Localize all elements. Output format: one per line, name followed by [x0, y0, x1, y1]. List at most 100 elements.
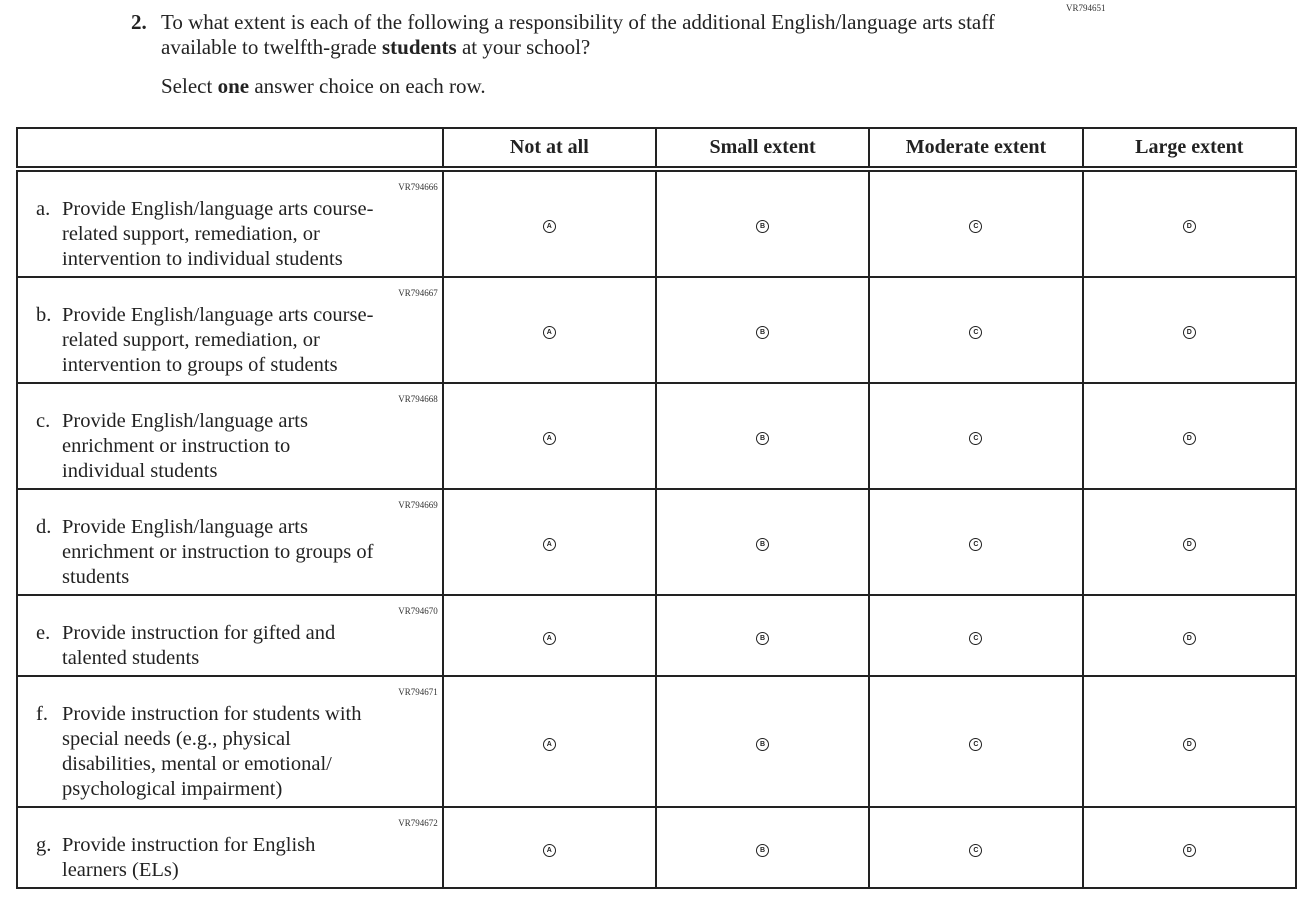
- option-cell: C: [868, 488, 1084, 596]
- item-text-line: enrichment or instruction to groups of: [62, 541, 374, 563]
- answer-bubble-0[interactable]: A: [542, 737, 556, 751]
- option-cell: B: [654, 488, 871, 596]
- answer-bubble-2[interactable]: C: [969, 843, 983, 857]
- answer-bubble-2[interactable]: C: [969, 538, 983, 551]
- item-letter: d.: [36, 516, 52, 538]
- item-id: VR794671: [398, 687, 438, 697]
- item-id: VR794672: [398, 818, 438, 828]
- answer-bubble-3[interactable]: D: [1182, 843, 1196, 857]
- table-row: VR794667 b. Provide English/language arts …: [16, 276, 1298, 384]
- item-id: VR794670: [398, 606, 438, 616]
- answer-bubble-2[interactable]: C: [969, 326, 983, 339]
- item-id: VR794666: [398, 182, 438, 192]
- question-text-part: at your school?: [456, 35, 591, 59]
- item-label-cell: VR794668 c. Provide English/language arts e…: [16, 382, 444, 490]
- answer-bubble-3[interactable]: D: [1182, 432, 1196, 445]
- item-letter: g.: [36, 834, 52, 856]
- item-label-cell: VR794670 e. Provide instruction for gifted…: [16, 594, 444, 677]
- option-cell: B: [654, 168, 871, 278]
- item-label-cell: VR794667 b. Provide English/language arts …: [16, 276, 444, 384]
- option-cell: C: [868, 168, 1084, 278]
- answer-bubble-3[interactable]: D: [1182, 631, 1196, 645]
- answer-bubble-0[interactable]: A: [542, 326, 556, 339]
- answer-bubble-2[interactable]: C: [969, 432, 983, 445]
- option-cell: A: [441, 675, 657, 808]
- instruction-part: answer choice on each row.: [249, 74, 486, 98]
- option-cell: C: [868, 382, 1084, 490]
- table-row: VR794668 c. Provide English/language arts e…: [16, 382, 1298, 490]
- option-cell: D: [1081, 594, 1298, 677]
- item-letter: a.: [36, 198, 51, 220]
- option-cell: D: [1081, 488, 1298, 596]
- option-cell: B: [654, 276, 871, 384]
- column-header: Large extent: [1081, 127, 1298, 170]
- answer-bubble-0[interactable]: A: [542, 631, 556, 645]
- answer-bubble-0[interactable]: A: [542, 432, 556, 445]
- answer-bubble-3[interactable]: D: [1182, 220, 1196, 233]
- item-text-line: c. Provide English/language arts: [36, 409, 438, 434]
- option-cell: C: [868, 675, 1084, 808]
- option-cell: A: [441, 276, 657, 384]
- question-number: 2.: [131, 10, 147, 34]
- instruction: Select one answer choice on each row.: [161, 74, 486, 99]
- item-text-line: f. Provide instruction for students with: [36, 702, 438, 727]
- question-text-part: To what extent is each of the following …: [161, 10, 995, 59]
- item-text: Provide instruction for gifted and: [62, 622, 336, 644]
- option-cell: C: [868, 594, 1084, 677]
- table-row: VR794669 d. Provide English/language arts e…: [16, 488, 1298, 596]
- answer-bubble-2[interactable]: C: [969, 737, 983, 751]
- option-cell: D: [1081, 806, 1298, 889]
- option-cell: A: [441, 594, 657, 677]
- answer-bubble-0[interactable]: A: [542, 538, 556, 551]
- item-id: VR794669: [398, 500, 438, 510]
- option-cell: D: [1081, 168, 1298, 278]
- answer-bubble-1[interactable]: B: [756, 220, 770, 233]
- answer-bubble-1[interactable]: B: [756, 843, 770, 857]
- item-text-line: enrichment or instruction to: [62, 435, 291, 457]
- item-text-line: b. Provide English/language arts course-: [36, 303, 438, 328]
- question-id: VR794651: [1066, 3, 1106, 13]
- answer-bubble-1[interactable]: B: [756, 432, 770, 445]
- item-text: Provide instruction for students with: [62, 703, 362, 725]
- table-row: VR794670 e. Provide instruction for gifted…: [16, 594, 1298, 677]
- item-text: Provide instruction for English: [62, 834, 316, 856]
- item-label-cell: VR794672 g. Provide instruction for Englis…: [16, 806, 444, 889]
- answer-bubble-3[interactable]: D: [1182, 538, 1196, 551]
- item-text-line: students: [62, 566, 130, 588]
- item-text: Provide English/language arts: [62, 410, 308, 432]
- answer-bubble-1[interactable]: B: [756, 326, 770, 339]
- item-id: VR794667: [398, 288, 438, 298]
- answer-bubble-1[interactable]: B: [756, 538, 770, 551]
- item-text-line: intervention to groups of students: [62, 354, 338, 376]
- answer-bubble-3[interactable]: D: [1182, 326, 1196, 339]
- option-cell: D: [1081, 276, 1298, 384]
- answer-bubble-2[interactable]: C: [969, 220, 983, 233]
- item-letter: c.: [36, 410, 51, 432]
- option-cell: C: [868, 806, 1084, 889]
- item-letter: e.: [36, 622, 51, 644]
- item-letter: b.: [36, 304, 52, 326]
- item-text-line: related support, remediation, or: [62, 223, 320, 245]
- item-text: Provide English/language arts course-: [62, 198, 374, 220]
- option-cell: D: [1081, 675, 1298, 808]
- question-text: To what extent is each of the following …: [161, 10, 1061, 60]
- question-text-bold: students: [381, 35, 457, 59]
- answer-bubble-0[interactable]: A: [542, 843, 556, 857]
- column-header: Moderate extent: [868, 127, 1084, 170]
- answer-bubble-1[interactable]: B: [756, 631, 770, 645]
- option-cell: A: [441, 168, 657, 278]
- instruction-part: Select: [161, 74, 218, 98]
- header-blank: [16, 127, 444, 170]
- answer-bubble-2[interactable]: C: [969, 631, 983, 645]
- instruction-bold: one: [217, 74, 250, 98]
- table-row: VR794671 f. Provide instruction for studen…: [16, 675, 1298, 808]
- option-cell: D: [1081, 382, 1298, 490]
- item-text-line: learners (ELs): [62, 859, 179, 881]
- item-text: Provide English/language arts course-: [62, 304, 374, 326]
- answer-bubble-0[interactable]: A: [542, 220, 556, 233]
- answer-bubble-3[interactable]: D: [1182, 737, 1196, 751]
- column-header: Not at all: [441, 127, 657, 170]
- item-text: Provide English/language arts: [62, 516, 308, 538]
- option-cell: B: [654, 594, 871, 677]
- answer-bubble-1[interactable]: B: [756, 737, 770, 751]
